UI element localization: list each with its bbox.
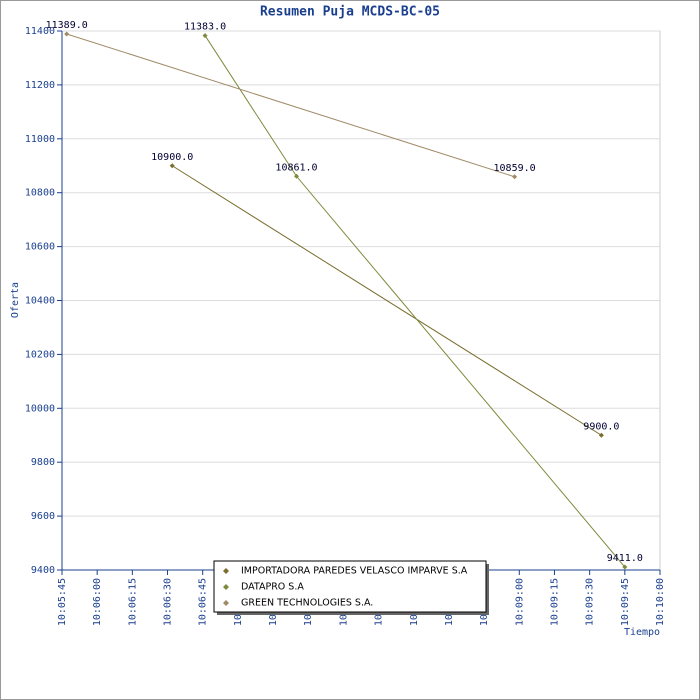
legend [213,560,487,613]
x-tick-label: 10:09:45 [620,578,631,626]
y-tick-label: 9400 [31,565,55,576]
data-label: 11389.0 [46,20,88,31]
series-line [66,33,515,178]
legend-label: GREEN TECHNOLOGIES S.A. [241,598,373,609]
legend-marker [223,600,229,606]
x-axis-label: Tiempo [624,627,660,638]
legend-label: DATAPRO S.A [241,582,304,593]
point [512,174,518,180]
y-tick-label: 9800 [31,457,55,468]
x-tick-label: 10:10:00 [655,578,666,626]
y-tick-label: 9600 [31,511,55,522]
y-tick-label: 11400 [25,26,55,37]
x-tick-label: 10:05:45 [57,578,68,626]
data-label: 9411.0 [607,553,643,564]
data-label: 11383.0 [184,22,226,33]
x-tick-label: 10:06:30 [163,578,174,626]
data-label: 10861.0 [275,162,317,173]
chart-title: Resumen Puja MCDS-BC-05 [260,5,440,20]
x-tick-label: 10:06:15 [127,578,138,626]
x-tick-label: 10:06:45 [198,578,209,626]
point [598,432,604,438]
y-tick-label: 11000 [25,134,55,145]
legend-marker [223,568,229,574]
legend-label: IMPORTADORA PAREDES VELASCO IMPARVE S.A [241,566,468,577]
data-label: 10859.0 [494,163,536,174]
y-tick-label: 10600 [25,242,55,253]
y-axis-label: Oferta [10,282,21,318]
point [64,31,70,37]
data-label: 9900.0 [583,421,619,432]
point [622,564,628,570]
series-line [171,165,602,436]
legend-marker [223,584,229,590]
y-tick-label: 10200 [25,349,55,360]
y-tick-label: 10800 [25,188,55,199]
point [294,173,300,179]
data-label: 10900.0 [151,152,193,163]
point [169,163,175,169]
y-tick-label: 10400 [25,296,55,307]
x-tick-label: 10:09:00 [514,578,525,626]
y-tick-label: 11200 [25,80,55,91]
x-tick-label: 10:09:15 [549,578,560,626]
point [202,33,208,39]
x-tick-label: 10:06:00 [92,578,103,626]
y-tick-label: 10000 [25,403,55,414]
x-tick-label: 10:09:30 [585,578,596,626]
